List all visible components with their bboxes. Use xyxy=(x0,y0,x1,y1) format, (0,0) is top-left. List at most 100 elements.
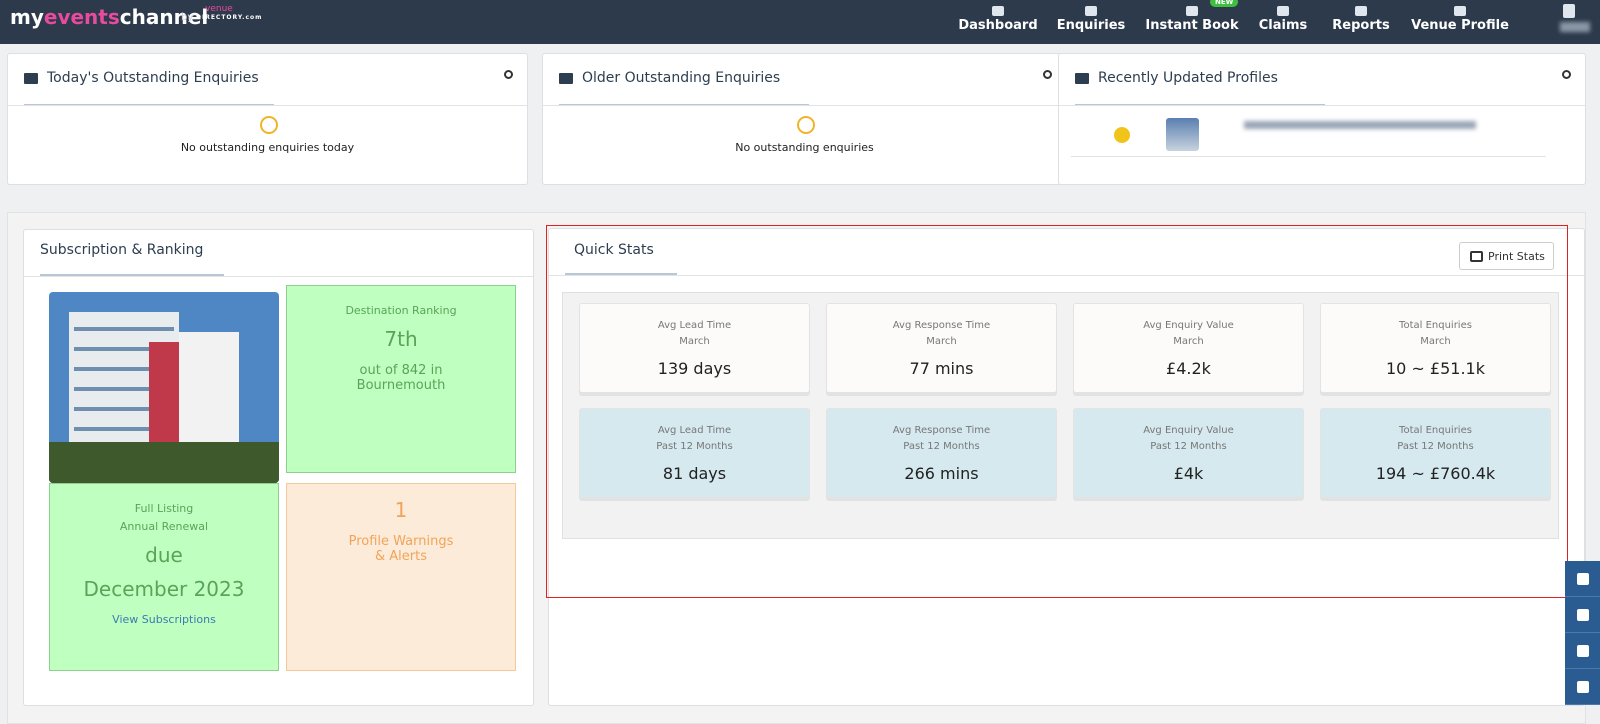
stat-period: Past 12 Months xyxy=(903,441,980,452)
nav-label: Venue Profile xyxy=(1411,18,1509,33)
panel-title: Subscription & Ranking xyxy=(40,242,204,258)
stat-value: 194 ~ £760.4k xyxy=(1375,464,1496,483)
nav-label: Enquiries xyxy=(1056,18,1126,33)
nav-label: Reports xyxy=(1332,18,1390,33)
top-panel: Today's Outstanding Enquiries No outstand… xyxy=(7,53,528,185)
view-subscriptions-link[interactable]: View Subscriptions xyxy=(112,613,216,626)
stat-value: 266 mins xyxy=(904,464,979,483)
status-dot xyxy=(1114,127,1130,143)
stat-period: March xyxy=(1420,336,1451,347)
top-panel: Older Outstanding Enquiries No outstandin… xyxy=(542,53,1067,185)
side-info[interactable] xyxy=(1565,633,1600,669)
stat-period: Past 12 Months xyxy=(656,441,733,452)
stat-value: £4k xyxy=(1173,464,1204,483)
logo-by: by xyxy=(181,12,194,23)
nav-icon xyxy=(1277,6,1289,16)
user-icon[interactable] xyxy=(1563,4,1575,18)
ranking-detail: out of 842 in Bournemouth xyxy=(356,363,446,393)
ranking-rank: 7th xyxy=(384,327,418,351)
stat-value: 81 days xyxy=(662,464,727,483)
button-label: Print Stats xyxy=(1488,250,1545,263)
subscription-panel: Subscription & Ranking Destination Ranki… xyxy=(23,229,534,706)
panel-title: Recently Updated Profiles xyxy=(1098,70,1278,86)
stat-label: Avg Lead Time xyxy=(657,425,732,436)
nav-item[interactable]: Venue Profile xyxy=(1400,0,1520,44)
panel-message: No outstanding enquiries xyxy=(735,141,874,154)
nav-item[interactable]: Claims xyxy=(1223,0,1343,44)
listing-renewal: Annual Renewal xyxy=(119,520,209,533)
refresh-icon[interactable] xyxy=(1562,70,1571,79)
logo-venue: venue xyxy=(205,4,233,14)
panel-title: Quick Stats xyxy=(574,242,654,258)
nav-item[interactable]: Instant Book NEW xyxy=(1132,0,1252,44)
stat-card: Total Enquiries March 10 ~ £51.1k xyxy=(1320,303,1551,393)
nav-label: Claims xyxy=(1258,18,1308,33)
stat-label: Avg Response Time xyxy=(892,425,991,436)
stat-label: Avg Response Time xyxy=(892,320,991,331)
side-history[interactable] xyxy=(1565,561,1600,597)
mail-icon xyxy=(559,73,573,84)
stat-label: Total Enquiries xyxy=(1399,320,1472,331)
print-stats-button[interactable]: Print Stats xyxy=(1459,242,1554,270)
nav-item[interactable]: Dashboard xyxy=(938,0,1058,44)
stat-card: Total Enquiries Past 12 Months 194 ~ £760.… xyxy=(1320,408,1551,498)
profile-thumb xyxy=(1166,118,1199,151)
venue-photo xyxy=(49,292,279,483)
nav-icon xyxy=(1355,6,1367,16)
logo-events: events xyxy=(43,5,120,29)
listing-due: due xyxy=(145,543,183,567)
ranking-label: Destination Ranking xyxy=(345,304,457,317)
smile-icon xyxy=(259,116,278,134)
warnings-count: 1 xyxy=(394,498,408,522)
stats-container: Avg Lead Time March 139 days Avg Response T… xyxy=(562,292,1559,539)
stat-period: March xyxy=(926,336,957,347)
refresh-icon[interactable] xyxy=(504,70,513,79)
nav-item[interactable]: Enquiries xyxy=(1031,0,1151,44)
stat-label: Avg Lead Time xyxy=(657,320,732,331)
stat-card: Avg Response Time March 77 mins xyxy=(826,303,1057,393)
profile-name-blurred xyxy=(1244,121,1476,129)
top-panel: Recently Updated Profiles xyxy=(1058,53,1586,185)
logo[interactable]: myeventschannel xyxy=(10,5,208,29)
logo-com: .com xyxy=(242,14,263,21)
logo-channel: channel xyxy=(119,5,209,29)
nav-icon xyxy=(992,6,1004,16)
side-chat[interactable] xyxy=(1565,597,1600,633)
stat-value: £4.2k xyxy=(1166,359,1211,378)
stat-value: 10 ~ £51.1k xyxy=(1385,359,1485,378)
warnings-label: Profile Warnings & Alerts xyxy=(348,534,454,564)
stat-card: Avg Response Time Past 12 Months 266 mins xyxy=(826,408,1057,498)
title-underline xyxy=(40,274,224,276)
panel-title: Today's Outstanding Enquiries xyxy=(47,70,259,86)
title-underline xyxy=(565,273,677,275)
mail-icon xyxy=(24,73,38,84)
warnings-tile: 1 Profile Warnings & Alerts xyxy=(286,483,516,671)
listing-label: Full Listing xyxy=(134,502,194,515)
logo-directory-text: DIRECTORY xyxy=(196,14,243,21)
divider xyxy=(24,276,533,277)
stat-label: Avg Enquiry Value xyxy=(1143,425,1234,436)
smile-icon xyxy=(796,116,815,134)
new-badge: NEW xyxy=(1210,0,1239,7)
nav-icon xyxy=(1085,6,1097,16)
panel-message: No outstanding enquiries today xyxy=(180,141,355,154)
divider xyxy=(1071,156,1546,157)
divider xyxy=(8,105,527,106)
ranking-tile: Destination Ranking 7th out of 842 in Bo… xyxy=(286,285,516,473)
refresh-icon[interactable] xyxy=(1043,70,1052,79)
stat-label: Avg Enquiry Value xyxy=(1143,320,1234,331)
stat-value: 139 days xyxy=(657,359,732,378)
divider xyxy=(543,105,1066,106)
stat-card: Avg Enquiry Value March £4.2k xyxy=(1073,303,1304,393)
stat-card: Avg Lead Time March 139 days xyxy=(579,303,810,393)
nav-item[interactable]: Reports xyxy=(1301,0,1421,44)
divider xyxy=(549,275,1584,276)
quick-stats-panel: Quick Stats Print Stats Avg Lead Time Mar… xyxy=(548,228,1585,706)
stat-period: Past 12 Months xyxy=(1397,441,1474,452)
panel-title: Older Outstanding Enquiries xyxy=(582,70,781,86)
listing-tile: Full Listing Annual Renewal due December… xyxy=(49,483,279,671)
nav-icon xyxy=(1454,6,1466,16)
side-mail[interactable] xyxy=(1565,669,1600,705)
mail-icon xyxy=(1075,73,1089,84)
